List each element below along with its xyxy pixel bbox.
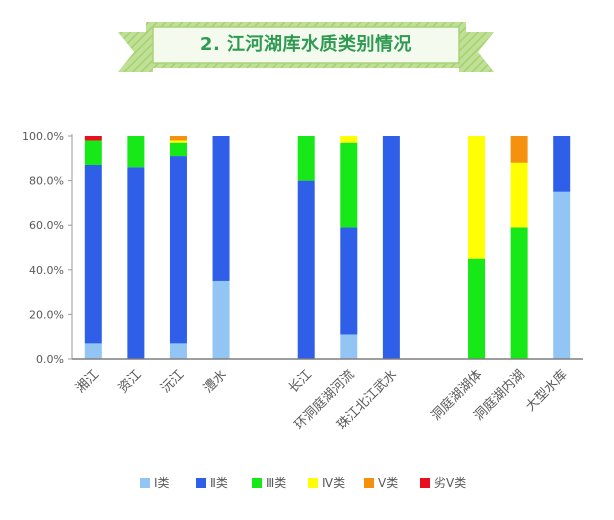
title-panel: [152, 26, 460, 64]
ribbon-left-tail: [118, 32, 153, 72]
legend-label-6: 劣Ⅴ类: [434, 476, 466, 490]
legend-label-5: Ⅴ类: [378, 476, 398, 490]
bar-segment-6: [84, 136, 102, 141]
title-banner: [118, 22, 494, 72]
x-tick-label: 湘江: [73, 367, 102, 396]
x-tick-label: 资江: [116, 367, 145, 396]
bar-segment-3: [169, 142, 187, 157]
legend-swatch-2: [196, 478, 206, 488]
y-tick-label: 40.0%: [29, 264, 64, 277]
bar-segment-3: [297, 136, 315, 181]
legend-swatch-1: [140, 478, 150, 488]
y-tick-label: 20.0%: [29, 308, 64, 321]
legend-label-1: Ⅰ类: [154, 476, 170, 490]
bar-segment-5: [169, 136, 187, 141]
bar-segment-2: [297, 180, 315, 359]
bar-segment-3: [340, 142, 358, 228]
legend-label-3: Ⅲ类: [266, 476, 286, 490]
legend-swatch-4: [308, 478, 318, 488]
bar-segment-4: [510, 162, 528, 228]
x-tick-label: 长江: [286, 367, 315, 396]
bar-segment-1: [553, 191, 571, 359]
x-tick-label: 沅江: [158, 367, 187, 396]
bar-segment-4: [468, 136, 486, 259]
bar-segment-2: [382, 136, 400, 359]
y-tick-label: 80.0%: [29, 175, 64, 188]
bar-segment-4: [340, 136, 358, 143]
ribbon-right-tail: [459, 32, 494, 72]
bar-segment-3: [127, 136, 145, 168]
bar-segment-2: [553, 136, 571, 192]
legend-swatch-3: [252, 478, 262, 488]
bar-segment-1: [84, 343, 102, 359]
y-tick-label: 0.0%: [36, 353, 64, 366]
legend-swatch-6: [420, 478, 430, 488]
bar-segment-2: [127, 167, 145, 359]
bar-segment-4: [169, 140, 187, 143]
bar-segment-1: [340, 334, 358, 359]
bar-segment-3: [84, 140, 102, 165]
bar-segment-2: [84, 164, 102, 344]
bar-segment-3: [468, 258, 486, 359]
y-tick-label: 100.0%: [22, 130, 64, 143]
bar-segment-5: [510, 136, 528, 163]
bar-segment-2: [340, 227, 358, 335]
y-tick-label: 60.0%: [29, 219, 64, 232]
x-tick-label: 澧水: [201, 367, 230, 396]
page-title: 2. 江河湖库水质类别情况: [199, 34, 413, 55]
legend-swatch-5: [364, 478, 374, 488]
bar-segment-2: [169, 156, 187, 344]
legend-label-2: Ⅱ类: [210, 476, 228, 490]
bar-segment-2: [212, 136, 230, 281]
legend-label-4: Ⅳ类: [322, 476, 345, 490]
bar-segment-1: [169, 343, 187, 359]
bar-segment-3: [510, 227, 528, 359]
bar-segment-1: [212, 280, 230, 359]
x-tick-label: 大型水库: [522, 367, 570, 415]
